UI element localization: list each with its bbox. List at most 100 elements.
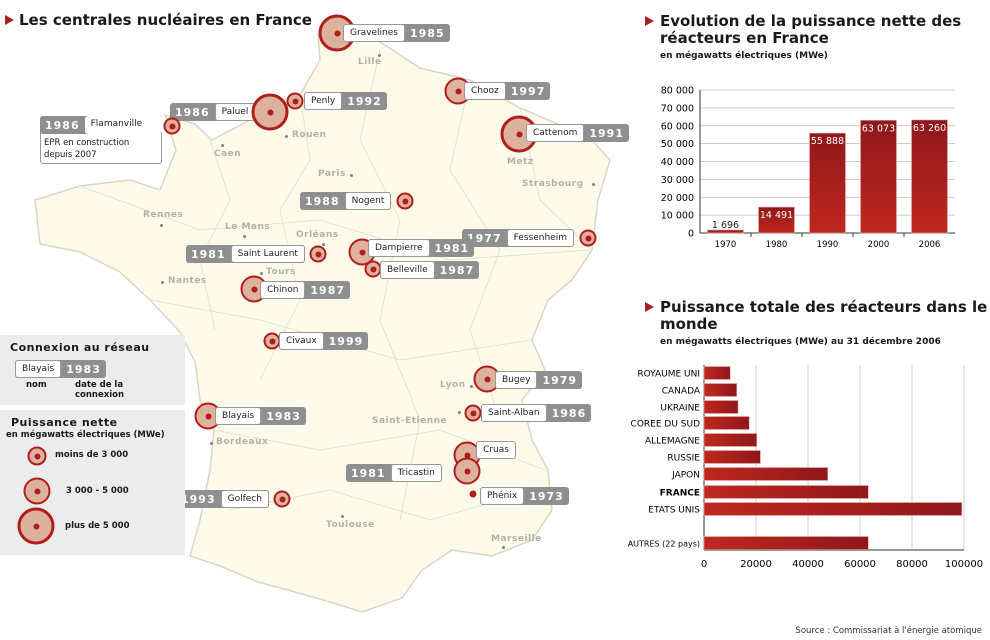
city-dot [378, 54, 381, 57]
plant-marker-saint-alban[interactable] [464, 404, 482, 422]
legend-size-small: moins de 3 000 [55, 450, 129, 460]
city-dot [285, 135, 288, 138]
plant-year: 1999 [328, 334, 364, 348]
city-bordeaux: Bordeaux [216, 437, 269, 447]
chart1-subtitle: en mégawatts électriques (MWe) [660, 51, 828, 61]
legend-medium-circle-icon [23, 477, 51, 505]
x-tick-label: 40000 [792, 559, 824, 570]
legend-power-title: Puissance nette [11, 416, 118, 429]
plant-year: 1981 [191, 247, 226, 261]
legend-large-circle-icon [17, 507, 55, 545]
plant-marker-belleville[interactable] [364, 260, 382, 278]
plant-name: Golfech [220, 490, 269, 508]
plant-year: 1993 [181, 492, 216, 506]
plant-marker-penly[interactable] [286, 92, 304, 110]
y-tick-label: 50 000 [661, 139, 694, 150]
bar-autres-pays- [703, 536, 869, 550]
plant-name: Gravelines [343, 24, 405, 42]
x-tick-label: 0 [701, 559, 707, 570]
plant-name: Dampierre [368, 239, 430, 257]
plant-label-blayais: Blayais 1983 [215, 407, 306, 425]
plant-name: Flamanville [84, 116, 162, 134]
category-label: UKRAINE [660, 404, 700, 414]
y-tick-label: 80 000 [661, 86, 694, 97]
plant-label-golfech: 1993 Golfech [176, 490, 269, 508]
plant-year: 1983 [266, 409, 301, 423]
x-tick-label: 80000 [896, 559, 928, 570]
city-caen: Caen [214, 149, 242, 159]
bar-ukraine [703, 400, 739, 414]
city-saint-etienne: Saint-Etienne [372, 416, 448, 426]
plant-label-fessenheim: 1977 Fessenheim [462, 229, 574, 247]
legend-example-name: Blayais [15, 360, 62, 378]
plant-marker-phenix[interactable] [469, 490, 477, 498]
plant-name: Fessenheim [506, 229, 574, 247]
plant-year: 1979 [542, 373, 578, 387]
legend-connexion-title: Connexion au réseau [10, 341, 150, 354]
legend-name-caption: nom [26, 380, 47, 390]
legend-example-year: 1983 [66, 362, 101, 376]
city-toulouse: Toulouse [326, 520, 375, 530]
city-nantes: Nantes [168, 276, 207, 286]
bar-coree-du-sud [703, 416, 750, 430]
city-dot [458, 411, 461, 414]
x-tick-label: 2006 [919, 240, 941, 250]
legend-size-medium: 3 000 - 5 000 [66, 486, 129, 496]
plant-label-dampierre: Dampierre 1981 [368, 239, 475, 257]
plant-label-gravelines: Gravelines 1985 [343, 24, 450, 42]
city-rennes: Rennes [143, 210, 184, 220]
plant-name: Chooz [464, 82, 506, 100]
chart1-evolution-bar-chart: 0 10 000 20 000 30 000 40 000 50 000 60 000 70 … [661, 86, 955, 250]
plant-year: 1986 [45, 118, 80, 132]
bar-1990 [809, 132, 846, 234]
plant-label-flamanville: 1986 Flamanville EPR en construction depu… [40, 116, 162, 164]
city-le-mans: Le Mans [225, 222, 271, 232]
map-title: Les centrales nucléaires en France [19, 11, 312, 29]
category-label: CANADA [662, 387, 701, 397]
plant-year: 1981 [351, 466, 386, 480]
city-dot [350, 174, 353, 177]
x-tick-label: 60000 [844, 559, 876, 570]
plant-name: Cruas [476, 441, 516, 459]
category-label: ROYAUME UNI [637, 370, 700, 380]
title-bullet-icon [5, 15, 14, 25]
city-dot [322, 243, 325, 246]
data-label: 14 491 [760, 210, 793, 221]
bar-france [703, 485, 869, 499]
category-label: RUSSIE [667, 454, 700, 464]
bar-canada [703, 383, 738, 397]
city-orleans: Orléans [296, 230, 339, 240]
city-dot [341, 515, 344, 518]
chart1-bullet-icon [645, 16, 654, 26]
plant-name: Paluel [214, 103, 256, 121]
city-dot [260, 272, 263, 275]
bar-1980 [758, 206, 795, 234]
plant-marker-paluel[interactable] [251, 93, 289, 131]
plant-year: 1997 [510, 84, 546, 98]
plant-marker-fessenheim[interactable] [579, 229, 597, 247]
plant-marker-saint-laurent[interactable] [309, 245, 327, 263]
plant-marker-flamanville[interactable] [163, 117, 181, 135]
plant-label-paluel: 1986 Paluel [170, 103, 256, 121]
source-note: Source : Commissariat à l'énergie atomiq… [795, 626, 982, 636]
city-dot [592, 183, 595, 186]
category-label: JAPON [671, 471, 700, 481]
data-label: 63 073 [862, 123, 895, 134]
plant-name: Bugey [495, 371, 538, 389]
plant-year: 1987 [439, 263, 475, 277]
plant-marker-civaux[interactable] [263, 332, 281, 350]
plant-name: Phénix [480, 487, 525, 505]
plant-marker-golfech[interactable] [273, 490, 291, 508]
plant-marker-tricastin[interactable] [453, 457, 481, 485]
y-tick-label: 0 [688, 229, 694, 240]
city-paris: Paris [318, 169, 346, 179]
chart1-header: Evolution de la puissance nette des réac… [660, 13, 990, 62]
plant-marker-nogent[interactable] [396, 192, 414, 210]
bar-2000 [860, 119, 897, 234]
plant-year: 1986 [175, 105, 210, 119]
bar-1970 [707, 229, 744, 234]
bar-allemagne [703, 433, 758, 447]
plant-name: Tricastin [390, 464, 442, 482]
chart2-title: Puissance totale des réacteurs dans le m… [660, 298, 988, 333]
data-label: 1 696 [712, 220, 739, 231]
